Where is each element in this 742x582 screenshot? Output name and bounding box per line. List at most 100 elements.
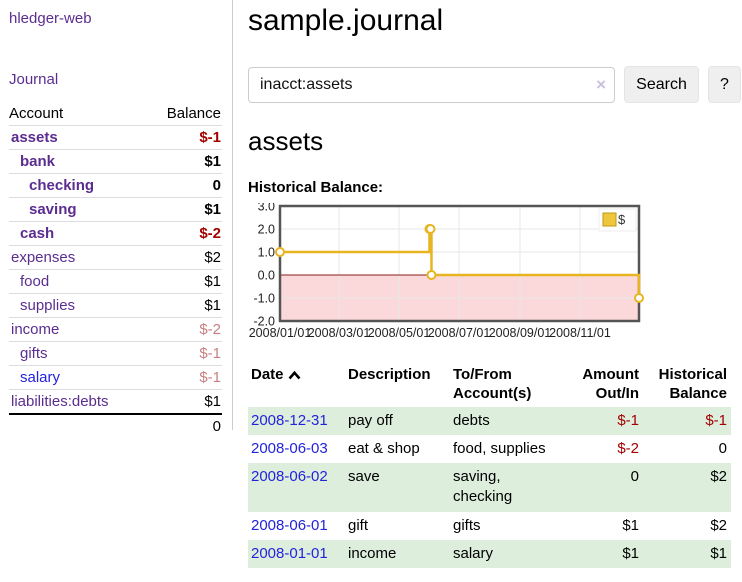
transactions-table: Date Description To/From Account(s) Amou… — [248, 364, 731, 568]
account-row: food $1 — [9, 269, 222, 294]
account-link[interactable]: salary — [20, 369, 61, 386]
svg-text:2008/11/01: 2008/11/01 — [549, 326, 611, 340]
account-link[interactable]: gifts — [20, 345, 48, 362]
transaction-balance: $1 — [643, 539, 731, 568]
page-title: sample.journal — [248, 4, 444, 37]
search-box: × — [248, 66, 615, 103]
accounts-total-row: 0 — [9, 413, 222, 438]
main-panel: sample.journal × Search ? assets Histori… — [233, 0, 742, 568]
account-row: checking 0 — [9, 173, 222, 198]
account-balance: 0 — [146, 173, 222, 198]
svg-text:2008/01/01: 2008/01/01 — [249, 326, 312, 340]
account-link[interactable]: assets — [11, 129, 58, 146]
transaction-accounts: saving, checking — [450, 463, 566, 512]
transaction-accounts: salary — [450, 539, 566, 568]
account-row: expenses $2 — [9, 245, 222, 270]
account-balance: $1 — [146, 149, 222, 174]
transaction-description: gift — [348, 516, 369, 534]
account-row: salary $-1 — [9, 365, 222, 390]
search-input[interactable] — [248, 66, 615, 103]
account-balance: $-1 — [146, 125, 222, 150]
account-row: income $-2 — [9, 317, 222, 342]
transaction-balance: $2 — [710, 516, 727, 534]
accounts-table: Account Balance assets $-1 bank $1 checking 0… — [9, 102, 222, 438]
svg-text:2008/09/01: 2008/09/01 — [489, 326, 552, 340]
accounts-header-balance: Balance — [146, 102, 222, 126]
transaction-amount: $1 — [566, 539, 643, 568]
svg-text:2008/05/01: 2008/05/01 — [368, 326, 431, 340]
sidebar-item-journal[interactable]: Journal — [9, 71, 59, 88]
search-form: × Search ? — [248, 66, 741, 103]
account-link[interactable]: checking — [29, 177, 95, 194]
transaction-balance: $2 — [643, 463, 731, 512]
transaction-amount: $-1 — [566, 406, 643, 435]
transaction-row: 2008-06-03 eat & shop food, supplies $-2 0 — [248, 435, 731, 463]
account-link[interactable]: saving — [29, 201, 77, 218]
transaction-date-link[interactable]: 2008-06-03 — [251, 439, 328, 457]
transactions-header-row: Date Description To/From Account(s) Amou… — [248, 364, 731, 407]
transaction-date-link[interactable]: 2008-06-01 — [251, 516, 328, 534]
help-button[interactable]: ? — [708, 66, 741, 103]
account-row: gifts $-1 — [9, 341, 222, 366]
transaction-description: save — [345, 463, 450, 512]
chart-label: Historical Balance: — [248, 179, 384, 196]
account-link[interactable]: food — [20, 273, 50, 290]
transaction-description: income — [345, 539, 450, 568]
balance-chart-svg: $3.0 2.0 1.0 0.0 -1.0 -2.02008/01/012008/03/0… — [249, 200, 644, 340]
account-row: liabilities:debts $1 — [9, 389, 222, 415]
transaction-description: pay off — [345, 406, 450, 435]
account-link[interactable]: liabilities:debts — [11, 393, 109, 410]
account-link[interactable]: income — [11, 321, 60, 338]
app: hledger-web Journal Account Balance asse… — [0, 0, 742, 568]
search-button[interactable]: Search — [624, 66, 699, 103]
historical-balance-chart: $3.0 2.0 1.0 0.0 -1.0 -2.0 2008/01/01 2008/03/0… — [248, 200, 741, 348]
account-heading: assets — [248, 126, 324, 156]
svg-text:2008/03/01: 2008/03/01 — [308, 326, 371, 340]
transaction-date-link[interactable]: 2008-06-02 — [251, 468, 328, 485]
col-header-description: Description — [348, 366, 431, 383]
transaction-date-link[interactable]: 2008-01-01 — [251, 544, 328, 562]
account-link[interactable]: cash — [20, 225, 55, 242]
transaction-amount: $-2 — [617, 439, 639, 457]
account-link[interactable]: expenses — [11, 249, 76, 266]
accounts-header-account: Account — [9, 102, 147, 126]
account-link[interactable]: supplies — [20, 297, 76, 314]
account-row: saving $1 — [9, 197, 222, 222]
transaction-row: 2008-12-31 pay off debts $-1 $-1 — [248, 406, 731, 435]
transaction-accounts: food, supplies — [453, 439, 546, 457]
account-balance: $1 — [146, 293, 222, 318]
transaction-description: eat & shop — [348, 439, 420, 457]
account-balance: $-2 — [146, 221, 222, 246]
brand-link[interactable]: hledger-web — [9, 10, 92, 27]
sidebar: hledger-web Journal Account Balance asse… — [0, 0, 233, 438]
transaction-row: 2008-06-02 save saving, checking 0 $2 — [248, 463, 731, 512]
transaction-date-link[interactable]: 2008-12-31 — [251, 411, 328, 429]
account-balance: $-2 — [146, 317, 222, 342]
account-row: cash $-2 — [9, 221, 222, 246]
svg-text:2008/07/01: 2008/07/01 — [428, 326, 491, 340]
account-row: assets $-1 — [9, 125, 222, 150]
account-balance: $1 — [146, 389, 222, 415]
transaction-row: 2008-06-01 gift gifts $1 $2 — [248, 512, 731, 540]
transaction-amount: $1 — [622, 516, 639, 534]
svg-text:0.0: 0.0 — [258, 269, 275, 283]
clear-search-icon[interactable]: × — [596, 74, 606, 94]
transaction-amount: 0 — [566, 463, 643, 512]
account-row: bank $1 — [9, 149, 222, 174]
svg-text:1.0: 1.0 — [258, 246, 275, 260]
account-row: supplies $1 — [9, 293, 222, 318]
svg-text:2.0: 2.0 — [258, 223, 275, 237]
col-header-date[interactable]: Date — [248, 364, 345, 407]
col-header-accounts: To/From Account(s) — [453, 366, 532, 402]
svg-text:-1.0: -1.0 — [253, 292, 275, 306]
svg-text:3.0: 3.0 — [258, 203, 275, 214]
svg-text:$: $ — [618, 212, 626, 227]
transaction-balance: $-1 — [643, 406, 731, 435]
transaction-balance: 0 — [718, 439, 727, 457]
sort-asc-icon — [288, 367, 301, 386]
account-balance: $-1 — [146, 365, 222, 390]
account-link[interactable]: bank — [20, 153, 56, 170]
accounts-total-balance: 0 — [146, 413, 222, 438]
col-header-amount: Amount Out/In — [582, 366, 639, 402]
col-header-balance: Historical Balance — [658, 366, 727, 402]
